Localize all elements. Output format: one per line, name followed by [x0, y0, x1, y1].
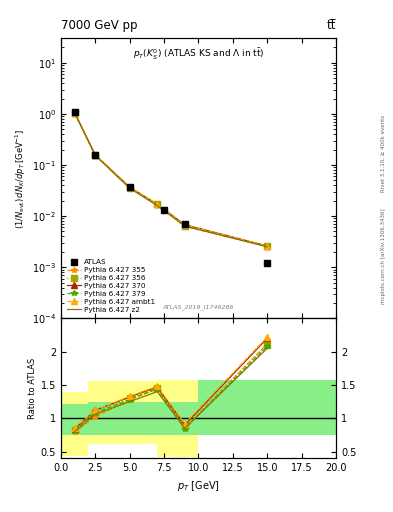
Legend: ATLAS, Pythia 6.427 355, Pythia 6.427 356, Pythia 6.427 370, Pythia 6.427 379, P: ATLAS, Pythia 6.427 355, Pythia 6.427 35…	[64, 257, 157, 315]
Text: Rivet 3.1.10, ≥ 400k events: Rivet 3.1.10, ≥ 400k events	[381, 115, 386, 192]
Text: $p_T(K^0_S)$ (ATLAS KS and $\Lambda$ in t$\bar{\mathrm{t}}$): $p_T(K^0_S)$ (ATLAS KS and $\Lambda$ in …	[133, 47, 264, 62]
Pythia 6.427 ambt1	[155, 201, 160, 207]
Pythia 6.427 355	[72, 110, 77, 116]
Text: ATLAS_2019_I1746286: ATLAS_2019_I1746286	[163, 304, 234, 310]
Pythia 6.427 356	[127, 185, 132, 191]
Pythia 6.427 370	[72, 110, 77, 116]
Pythia 6.427 379	[265, 243, 270, 249]
Pythia 6.427 370	[127, 184, 132, 190]
Pythia 6.427 ambt1	[72, 110, 77, 116]
Pythia 6.427 355	[155, 201, 160, 207]
Line: Pythia 6.427 356: Pythia 6.427 356	[72, 110, 270, 249]
Pythia 6.427 ambt1	[182, 222, 187, 228]
Pythia 6.427 z2	[265, 244, 270, 250]
Line: Pythia 6.427 370: Pythia 6.427 370	[72, 110, 270, 249]
Pythia 6.427 z2	[155, 203, 160, 209]
Pythia 6.427 370	[93, 152, 97, 158]
Pythia 6.427 355	[127, 185, 132, 191]
Pythia 6.427 356	[93, 152, 97, 158]
ATLAS	[182, 221, 187, 227]
Line: Pythia 6.427 355: Pythia 6.427 355	[72, 110, 270, 249]
Pythia 6.427 z2	[182, 223, 187, 229]
Pythia 6.427 356	[72, 110, 77, 116]
ATLAS	[265, 260, 270, 266]
Pythia 6.427 355	[93, 152, 97, 158]
Pythia 6.427 ambt1	[265, 243, 270, 249]
Line: Pythia 6.427 ambt1: Pythia 6.427 ambt1	[72, 110, 270, 249]
Pythia 6.427 370	[265, 243, 270, 249]
Line: Pythia 6.427 z2: Pythia 6.427 z2	[75, 113, 267, 247]
Pythia 6.427 379	[182, 223, 187, 229]
Pythia 6.427 z2	[72, 110, 77, 116]
Y-axis label: Ratio to ATLAS: Ratio to ATLAS	[28, 358, 37, 419]
Pythia 6.427 z2	[127, 185, 132, 191]
Text: mcplots.cern.ch [arXiv:1306.3436]: mcplots.cern.ch [arXiv:1306.3436]	[381, 208, 386, 304]
Pythia 6.427 355	[265, 243, 270, 249]
Line: ATLAS: ATLAS	[71, 109, 271, 267]
Text: 7000 GeV pp: 7000 GeV pp	[61, 19, 138, 32]
Pythia 6.427 ambt1	[93, 152, 97, 158]
Pythia 6.427 356	[155, 201, 160, 207]
ATLAS	[93, 152, 97, 158]
Text: tt̅: tt̅	[327, 19, 336, 32]
Line: Pythia 6.427 379: Pythia 6.427 379	[72, 110, 270, 249]
Pythia 6.427 356	[265, 243, 270, 249]
Pythia 6.427 379	[155, 201, 160, 207]
Pythia 6.427 379	[127, 185, 132, 191]
X-axis label: $p_T$ [GeV]: $p_T$ [GeV]	[177, 479, 220, 493]
Pythia 6.427 ambt1	[127, 184, 132, 190]
Pythia 6.427 379	[93, 152, 97, 158]
Pythia 6.427 370	[155, 201, 160, 207]
Pythia 6.427 355	[182, 223, 187, 229]
ATLAS	[127, 184, 132, 190]
ATLAS	[162, 207, 167, 214]
ATLAS	[72, 109, 77, 115]
Pythia 6.427 379	[72, 110, 77, 116]
Y-axis label: $(1/N_\mathrm{evt})\,dN_K/dp_T\,[\mathrm{GeV}^{-1}]$: $(1/N_\mathrm{evt})\,dN_K/dp_T\,[\mathrm…	[13, 128, 28, 228]
Pythia 6.427 356	[182, 223, 187, 229]
Pythia 6.427 370	[182, 222, 187, 228]
Pythia 6.427 z2	[93, 153, 97, 159]
